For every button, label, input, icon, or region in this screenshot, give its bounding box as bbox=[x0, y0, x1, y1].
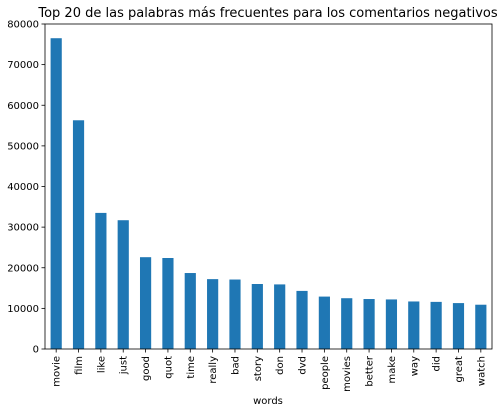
y-tick-label-80000: 80000 bbox=[7, 20, 39, 31]
x-tick-label-movie: movie bbox=[52, 356, 63, 387]
x-axis: movie film like just good quot time really bad st… bbox=[52, 349, 487, 392]
bar-make bbox=[385, 299, 398, 349]
x-tick-label-people: people bbox=[320, 356, 331, 390]
x-tick-label-did: did bbox=[432, 356, 443, 371]
x-tick-label-just: just bbox=[119, 356, 130, 375]
bar-story bbox=[251, 284, 263, 349]
x-tick-label-time: time bbox=[186, 356, 197, 379]
chart-title: Top 20 de las palabras más frecuentes pa… bbox=[37, 6, 497, 21]
x-tick-label-good: good bbox=[141, 356, 152, 381]
x-tick-label-quot: quot bbox=[163, 356, 174, 379]
y-tick-label-30000: 30000 bbox=[7, 223, 39, 234]
bar-way bbox=[408, 301, 420, 349]
bar-better bbox=[363, 299, 375, 349]
bar-just bbox=[117, 220, 129, 349]
bar-good bbox=[139, 257, 152, 349]
x-tick-label-better: better bbox=[365, 355, 376, 386]
y-tick-label-40000: 40000 bbox=[7, 182, 39, 193]
x-tick-label-dvd: dvd bbox=[298, 356, 309, 375]
bar-don bbox=[274, 284, 286, 349]
x-tick-label-make: make bbox=[387, 356, 398, 383]
bar-movie bbox=[50, 38, 62, 349]
bar-did bbox=[430, 301, 442, 350]
y-tick-label-0: 0 bbox=[33, 345, 39, 356]
bar-really bbox=[207, 279, 219, 350]
x-tick-label-story: story bbox=[253, 356, 264, 381]
bar-dvd bbox=[296, 290, 308, 349]
x-tick-label-bad: bad bbox=[230, 356, 241, 375]
bar-watch bbox=[475, 304, 487, 349]
bar-great bbox=[452, 303, 465, 349]
bar-film bbox=[72, 120, 85, 349]
plot-frame bbox=[44, 23, 493, 350]
bar-movies bbox=[341, 298, 353, 349]
bar-like bbox=[95, 212, 107, 349]
x-tick-label-don: don bbox=[275, 356, 286, 375]
y-tick-label-20000: 20000 bbox=[7, 263, 39, 274]
y-tick-label-50000: 50000 bbox=[7, 141, 39, 152]
x-axis-label: words bbox=[253, 396, 283, 407]
bar-quot bbox=[162, 258, 174, 349]
y-axis: 0 10000 20000 30000 40000 50000 60000 70000 8000… bbox=[7, 20, 45, 356]
x-tick-label-watch: watch bbox=[476, 356, 487, 386]
x-tick-label-like: like bbox=[96, 356, 107, 373]
bar-time bbox=[184, 273, 196, 349]
y-tick-label-10000: 10000 bbox=[7, 304, 39, 315]
bar-people bbox=[318, 296, 330, 349]
x-tick-label-film: film bbox=[74, 356, 85, 375]
x-tick-label-really: really bbox=[208, 356, 219, 384]
x-tick-label-way: way bbox=[409, 356, 420, 376]
bar-bad bbox=[229, 279, 241, 349]
x-tick-label-great: great bbox=[454, 356, 465, 383]
y-tick-label-60000: 60000 bbox=[7, 101, 39, 112]
y-tick-label-70000: 70000 bbox=[7, 60, 39, 71]
bars-group bbox=[50, 38, 487, 350]
x-tick-label-movies: movies bbox=[342, 356, 353, 392]
